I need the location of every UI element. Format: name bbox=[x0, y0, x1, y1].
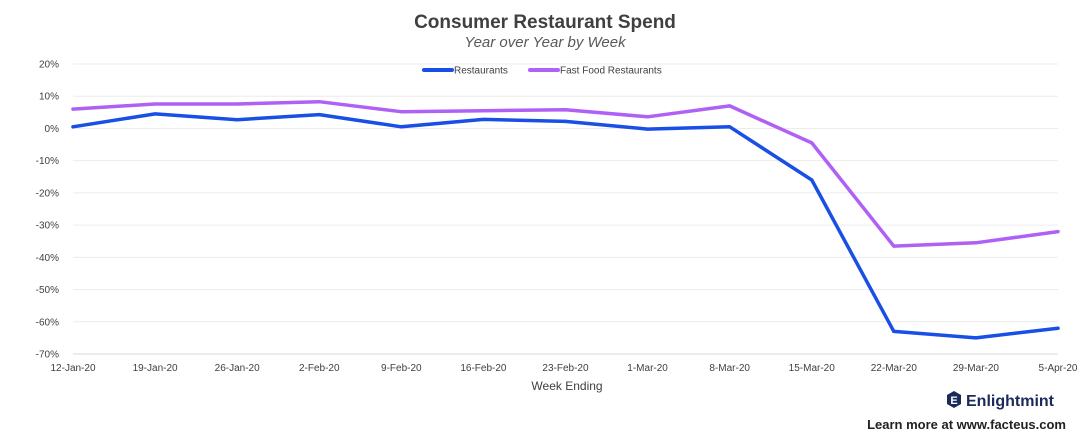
x-tick-label: 2-Feb-20 bbox=[299, 363, 340, 374]
legend: Restaurants Fast Food Restaurants bbox=[422, 66, 662, 77]
brand-logo[interactable]: E Enlightmint bbox=[947, 391, 1055, 410]
data-point-fast-food-restaurants bbox=[235, 102, 239, 106]
data-point-restaurants bbox=[235, 118, 239, 122]
y-tick-label: -30% bbox=[36, 221, 59, 232]
chart-title: Consumer Restaurant Spend bbox=[414, 12, 676, 33]
x-tick-label: 12-Jan-20 bbox=[50, 363, 95, 374]
chart-subtitle: Year over Year by Week bbox=[464, 34, 627, 51]
data-point-restaurants bbox=[481, 117, 486, 122]
logo-glyph: E bbox=[950, 395, 957, 407]
data-point-fast-food-restaurants bbox=[399, 110, 403, 114]
brand-name: Enlightmint bbox=[966, 393, 1055, 410]
y-tick-label: -60% bbox=[36, 317, 59, 328]
x-tick-label: 15-Mar-20 bbox=[789, 363, 836, 374]
data-point-fast-food-restaurants bbox=[645, 115, 650, 119]
y-tick-label: -40% bbox=[36, 253, 59, 264]
data-point-restaurants bbox=[810, 178, 814, 182]
y-tick-label: -50% bbox=[36, 285, 59, 296]
x-tick-label: 5-Apr-20 bbox=[1039, 363, 1078, 374]
hexagon-e-icon bbox=[947, 391, 961, 408]
series-line-fast-food-restaurants bbox=[71, 99, 1060, 248]
data-point-restaurants bbox=[645, 127, 650, 131]
legend-label-fast-food: Fast Food Restaurants bbox=[560, 66, 662, 77]
data-point-fast-food-restaurants bbox=[71, 107, 75, 111]
series-lines bbox=[71, 99, 1060, 340]
data-point-fast-food-restaurants bbox=[563, 108, 568, 112]
data-point-restaurants bbox=[153, 112, 157, 116]
data-point-restaurants bbox=[974, 336, 978, 340]
x-tick-label: 26-Jan-20 bbox=[215, 363, 260, 374]
gridlines bbox=[73, 63, 1058, 355]
x-axis-label: Week Ending bbox=[531, 379, 602, 393]
legend-label-restaurants: Restaurants bbox=[454, 66, 508, 77]
data-point-fast-food-restaurants bbox=[728, 104, 732, 108]
y-tick-label: 10% bbox=[39, 92, 59, 103]
y-axis-ticks: 20% 10% 0% -10% -20% -30% -40% -50% -60% -70% bbox=[36, 60, 59, 361]
y-tick-label: -20% bbox=[36, 188, 59, 199]
data-point-fast-food-restaurants bbox=[481, 109, 486, 113]
data-point-restaurants bbox=[728, 125, 732, 129]
x-axis-ticks: 12-Jan-20 19-Jan-20 26-Jan-20 2-Feb-20 9-Feb… bbox=[50, 363, 1077, 374]
data-point-restaurants bbox=[71, 125, 75, 129]
x-tick-label: 22-Mar-20 bbox=[871, 363, 918, 374]
x-tick-label: 23-Feb-20 bbox=[542, 363, 589, 374]
data-point-restaurants bbox=[892, 329, 896, 334]
data-point-restaurants bbox=[563, 119, 568, 123]
series-line-restaurants bbox=[71, 112, 1060, 340]
x-tick-label: 29-Mar-20 bbox=[953, 363, 1000, 374]
data-point-restaurants bbox=[317, 112, 321, 117]
x-tick-label: 19-Jan-20 bbox=[133, 363, 178, 374]
data-point-fast-food-restaurants bbox=[317, 100, 321, 104]
data-point-fast-food-restaurants bbox=[810, 141, 814, 145]
data-point-restaurants bbox=[1056, 326, 1060, 330]
footer-link[interactable]: Learn more at www.facteus.com bbox=[867, 417, 1066, 432]
data-point-fast-food-restaurants bbox=[1056, 229, 1060, 234]
data-point-fast-food-restaurants bbox=[153, 102, 157, 106]
x-tick-label: 16-Feb-20 bbox=[460, 363, 507, 374]
data-point-fast-food-restaurants bbox=[974, 241, 978, 245]
data-point-restaurants bbox=[399, 125, 403, 129]
x-tick-label: 1-Mar-20 bbox=[627, 363, 668, 374]
y-tick-label: -10% bbox=[36, 156, 59, 167]
y-tick-label: -70% bbox=[36, 350, 59, 361]
y-tick-label: 0% bbox=[45, 124, 60, 135]
y-tick-label: 20% bbox=[39, 60, 59, 71]
x-tick-label: 9-Feb-20 bbox=[381, 363, 422, 374]
data-point-fast-food-restaurants bbox=[892, 244, 896, 248]
x-tick-label: 8-Mar-20 bbox=[709, 363, 750, 374]
